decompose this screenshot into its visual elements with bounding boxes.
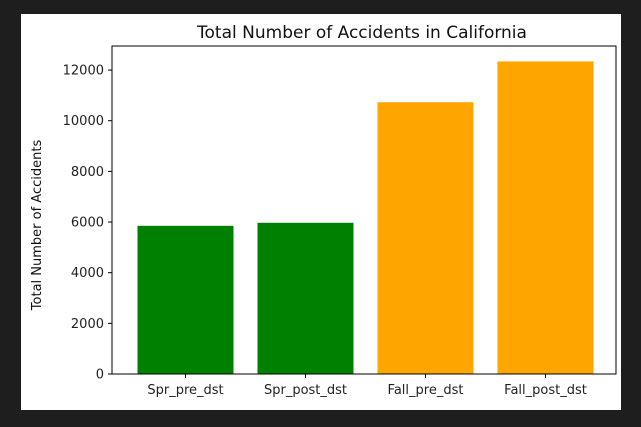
y-tick-label: 2000	[71, 317, 104, 332]
y-tick-label: 8000	[71, 165, 104, 180]
bar-fall-pre-dst	[377, 102, 474, 374]
y-tick-label: 6000	[71, 216, 104, 231]
bar-spr-post-dst	[257, 222, 354, 374]
x-tick-label: Fall_pre_dst	[388, 383, 464, 398]
y-tick-label: 12000	[63, 64, 104, 79]
bar-chart: Total Number of Accidents in California …	[30, 23, 617, 398]
x-tick-label: Fall_post_dst	[504, 383, 587, 398]
x-ticks-group: Spr_pre_dst Spr_post_dst Fall_pre_dst Fall_…	[147, 374, 587, 398]
chart-figure: Total Number of Accidents in California …	[21, 14, 621, 410]
bar-fall-post-dst	[497, 61, 594, 374]
y-ticks-group: 0 2000 4000 6000 8000 10000 12000	[63, 64, 112, 383]
x-tick-label: Spr_post_dst	[264, 383, 347, 398]
x-tick-label: Spr_pre_dst	[147, 383, 223, 398]
y-tick-label: 4000	[71, 266, 104, 281]
chart-title: Total Number of Accidents in California	[196, 23, 527, 43]
y-tick-label: 10000	[63, 114, 104, 129]
y-tick-label: 0	[96, 368, 104, 383]
plot-frame	[111, 45, 617, 375]
y-axis-label: Total Number of Accidents	[30, 140, 45, 312]
bar-spr-pre-dst	[137, 225, 234, 374]
bars-group	[137, 61, 594, 374]
